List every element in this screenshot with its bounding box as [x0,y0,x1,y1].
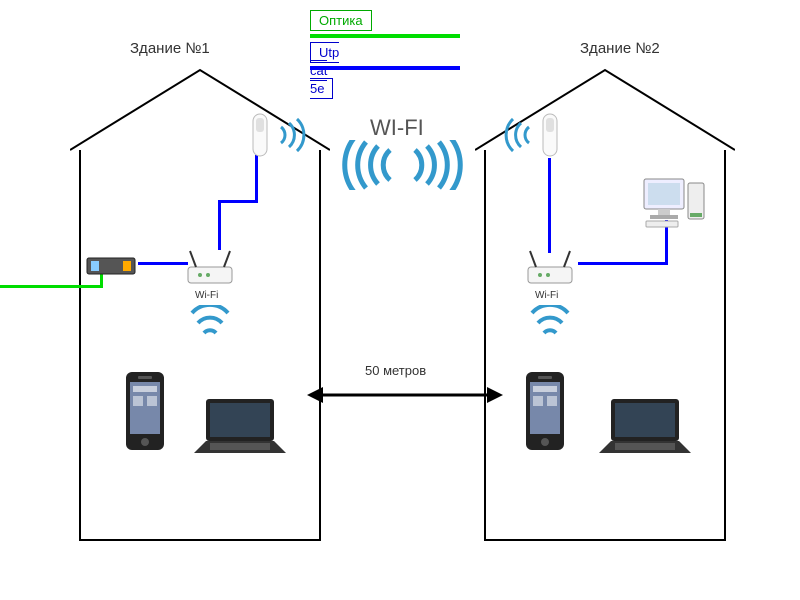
utp-b1-h2 [218,200,258,203]
smartphone-left-icon [120,370,170,455]
smartphone-right-icon [520,370,570,455]
desktop-pc-icon [640,175,710,230]
wifi-waves-center-left [340,140,400,190]
router-left-label: Wi-Fi [195,290,218,301]
bridge-ap-left-icon [245,110,275,160]
wifi-waves-ap-right [495,115,535,155]
wifi-down-right [520,305,580,350]
router-right-label: Wi-Fi [535,290,558,301]
router-right-icon [520,245,580,290]
wifi-down-left [180,305,240,350]
wifi-link-label: WI-FI [370,115,424,141]
utp-b1-v2 [255,155,258,203]
laptop-right-icon [595,395,695,460]
building-right-title: Здание №2 [580,40,660,57]
bridge-ap-right-icon [535,110,565,160]
router-left-icon [180,245,240,290]
fiber-cable [0,285,100,288]
wifi-waves-ap-left [275,115,315,155]
building-left-title: Здание №1 [130,40,210,57]
distance-arrow [305,380,505,410]
utp-b2-h1 [578,262,668,265]
utp-b2-v1 [548,158,551,253]
legend-fiber-line [310,34,460,38]
legend-fiber-label: Оптика [310,10,372,31]
legend-utp-line [310,66,460,70]
distance-label: 50 метров [365,363,426,378]
wifi-waves-center-right [405,140,465,190]
media-converter-icon [85,250,140,280]
laptop-left-icon [190,395,290,460]
utp-b1-v1 [218,200,221,250]
